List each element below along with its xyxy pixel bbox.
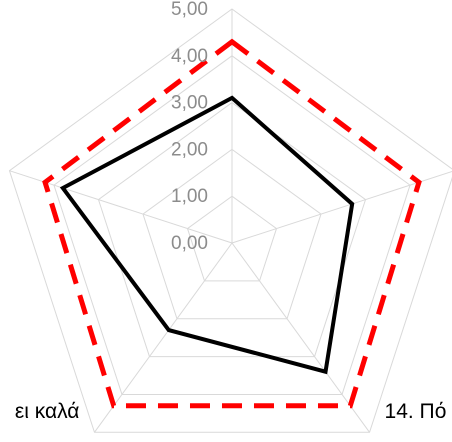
y-tick-label: 2,00 — [171, 139, 208, 160]
grid-line — [53, 55, 411, 395]
y-tick-label: 5,00 — [171, 0, 208, 20]
grid-line — [142, 148, 322, 320]
spoke — [94, 242, 233, 433]
grid-line — [186, 195, 278, 282]
category-label: 14. Πό — [385, 400, 447, 423]
series-line — [42, 38, 422, 409]
series-line — [59, 95, 355, 375]
spoke — [231, 242, 370, 433]
y-tick-label: 3,00 — [171, 93, 208, 114]
grid-line — [8, 8, 452, 433]
category-label: ει καλά — [15, 400, 80, 423]
grid-line — [97, 101, 367, 358]
y-tick-label: 4,00 — [171, 46, 208, 67]
y-tick-label: 0,00 — [171, 233, 208, 254]
y-tick-label: 1,00 — [171, 186, 208, 207]
